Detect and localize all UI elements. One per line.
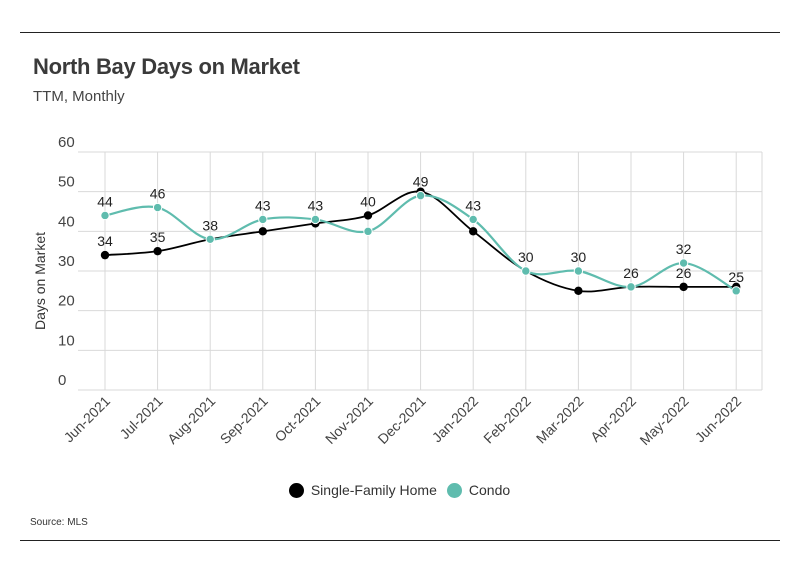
x-tick-label: Feb-2022 (480, 393, 534, 447)
x-tick-label: Aug-2021 (164, 393, 218, 447)
x-tick-label: May-2022 (636, 393, 691, 448)
data-point-condo (626, 282, 636, 292)
data-point-condo (152, 202, 163, 213)
y-tick-label: 20 (58, 293, 75, 310)
data-label-condo: 49 (413, 174, 429, 190)
x-tick-label: Oct-2021 (271, 393, 323, 445)
x-tick-label: Mar-2022 (533, 393, 587, 447)
data-label-condo: 26 (623, 265, 639, 281)
data-label-single-family: 34 (97, 233, 113, 249)
legend-item-single-family: Single-Family Home (288, 482, 437, 498)
x-tick-label: Jun-2022 (692, 393, 745, 446)
data-label-condo: 43 (465, 197, 481, 213)
y-tick-label: 0 (58, 372, 66, 389)
y-tick-label: 50 (58, 174, 75, 191)
data-point-condo (468, 214, 478, 225)
y-tick-label: 30 (58, 253, 75, 270)
x-tick-label: Apr-2022 (587, 393, 639, 445)
bottom-rule (20, 540, 780, 541)
source-note: Source: MLS (30, 517, 88, 528)
legend-swatch-single-family (288, 482, 304, 498)
data-label-condo: 30 (518, 249, 534, 265)
data-point-single-family (153, 246, 162, 256)
data-label-condo: 32 (676, 241, 692, 257)
data-point-single-family (100, 250, 110, 260)
line-chart: 0 10 20 30 40 50 60 Days on Market Jun-2021 Jul-2… (32, 134, 763, 448)
chart-title: North Bay Days on Market (33, 54, 300, 79)
legend-label-single-family: Single-Family Home (310, 482, 437, 498)
data-point-condo (573, 266, 584, 276)
data-point-condo (678, 258, 689, 268)
chart-subtitle: TTM, Monthly (33, 88, 125, 105)
data-label-condo: 44 (97, 193, 113, 209)
data-label-single-family: 40 (360, 193, 376, 209)
x-tick-label: Jun-2021 (61, 393, 114, 446)
data-label-condo: 25 (728, 269, 744, 285)
data-point-single-family (469, 227, 478, 236)
data-point-condo (415, 190, 426, 201)
data-point-condo (205, 234, 215, 244)
legend-item-condo: Condo (446, 482, 511, 498)
x-tick-label: Dec-2021 (374, 393, 428, 447)
data-label-condo: 38 (202, 217, 218, 233)
chart-legend: Single-Family Home Condo (0, 482, 799, 498)
y-tick-label: 60 (58, 134, 75, 151)
data-point-single-family (679, 282, 688, 292)
y-tick-label: 10 (58, 332, 75, 349)
top-rule (20, 32, 780, 33)
data-point-condo (363, 226, 373, 237)
data-point-condo (258, 214, 268, 225)
data-label-single-family: 35 (150, 229, 166, 245)
x-tick-label: Jul-2021 (116, 393, 165, 442)
x-tick-label: Sep-2021 (217, 393, 271, 447)
x-tick-label: Jan-2022 (429, 393, 482, 446)
data-point-single-family (258, 227, 267, 236)
data-label-condo: 30 (571, 249, 587, 265)
data-label-condo: 43 (308, 197, 324, 213)
data-label-single-family: 26 (676, 265, 692, 281)
data-point-condo (521, 266, 531, 276)
data-point-single-family (574, 286, 583, 296)
data-point-condo (310, 214, 321, 225)
data-point-condo (731, 286, 741, 296)
data-label-condo: 46 (150, 186, 166, 202)
data-point-single-family (363, 211, 373, 220)
data-label-condo: 43 (255, 197, 271, 213)
data-point-condo (100, 210, 110, 221)
legend-swatch-condo (446, 482, 462, 498)
y-axis-label: Days on Market (32, 232, 48, 330)
x-tick-label: Nov-2021 (322, 393, 376, 447)
legend-label-condo: Condo (468, 482, 511, 498)
y-tick-label: 40 (58, 213, 75, 230)
